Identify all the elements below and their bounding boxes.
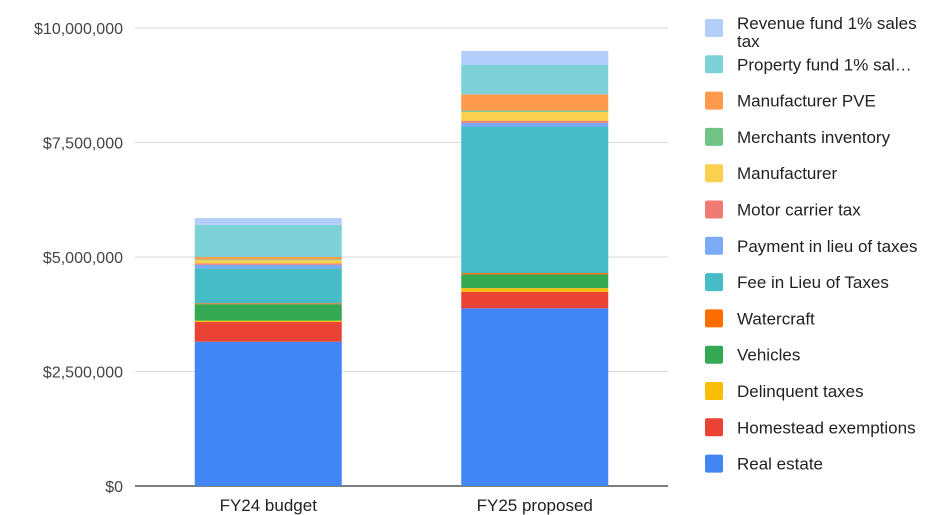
bar-segment-motor-carrier-tax[interactable] (194, 263, 342, 265)
legend-swatch (705, 418, 723, 437)
bars (194, 50, 609, 486)
legend-swatch (705, 309, 723, 328)
legend-item[interactable]: Motor carrier tax (705, 200, 861, 220)
bar-segment-property-fund-1-sal[interactable] (461, 64, 609, 95)
legend-swatch (705, 91, 723, 110)
bar-segment-merchants-inventory[interactable] (194, 259, 342, 261)
bar-segment-motor-carrier-tax[interactable] (461, 120, 609, 123)
x-axis-category-labels: FY24 budget FY25 proposed (220, 496, 593, 515)
bar-segment-delinquent-taxes[interactable] (194, 320, 342, 323)
legend-swatch (705, 200, 723, 219)
bar-segment-vehicles[interactable] (194, 304, 342, 321)
legend: Revenue fund 1% sales tax Property fund 1%… (705, 14, 917, 474)
legend-label: Manufacturer (737, 164, 837, 183)
bar-segment-homestead-exemptions[interactable] (194, 322, 342, 342)
bar-segment-fee-in-lieu-of-taxes[interactable] (194, 268, 342, 304)
legend-swatch (705, 19, 723, 37)
legend-item[interactable]: Vehicles (705, 345, 800, 365)
legend-swatch (705, 164, 723, 183)
legend-swatch (705, 454, 723, 473)
legend-label: Homestead exemptions (737, 418, 916, 437)
legend-label: Revenue fund 1% sales tax (737, 14, 917, 51)
bar-segment-fee-in-lieu-of-taxes[interactable] (461, 126, 609, 274)
legend-swatch (705, 55, 723, 74)
bar-segment-revenue-fund-1-sales-tax[interactable] (461, 50, 609, 65)
x-category-label: FY25 proposed (477, 496, 593, 515)
y-tick-label: $10,000,000 (34, 21, 123, 38)
legend-item[interactable]: Homestead exemptions (705, 418, 916, 437)
legend-swatch (705, 236, 723, 255)
bar-segment-merchants-inventory[interactable] (461, 110, 609, 112)
bar-segment-delinquent-taxes[interactable] (461, 288, 609, 292)
bar-segment-vehicles[interactable] (461, 274, 609, 289)
bar-segment-manufacturer-pve[interactable] (194, 257, 342, 260)
legend-label: Motor carrier tax (737, 201, 861, 220)
legend-label: Manufacturer PVE (737, 92, 876, 111)
legend-item[interactable]: Delinquent taxes (705, 382, 864, 401)
bar-segment-payment-in-lieu-of-taxes[interactable] (461, 122, 609, 127)
legend-item[interactable]: Payment in lieu of taxes (705, 236, 917, 256)
bar-segment-manufacturer[interactable] (194, 260, 342, 264)
legend-label: Watercraft (737, 309, 815, 328)
bar-segment-manufacturer-pve[interactable] (461, 94, 609, 111)
legend-item[interactable]: Watercraft (705, 309, 815, 328)
legend-label: Delinquent taxes (737, 382, 864, 401)
bar-segment-real-estate[interactable] (461, 308, 609, 486)
legend-swatch (705, 273, 723, 292)
y-tick-label: $5,000,000 (43, 250, 123, 267)
legend-label: Fee in Lieu of Taxes (737, 273, 889, 292)
legend-item[interactable]: Fee in Lieu of Taxes (705, 273, 889, 292)
bar-segment-homestead-exemptions[interactable] (461, 291, 609, 309)
x-category-label: FY24 budget (220, 496, 318, 515)
bar-segment-watercraft[interactable] (194, 303, 342, 305)
legend-swatch (705, 382, 723, 400)
y-tick-label: $0 (105, 479, 123, 496)
legend-label: Property fund 1% sal… (737, 55, 912, 74)
legend-label: Merchants inventory (737, 128, 891, 147)
legend-label: Vehicles (737, 346, 800, 365)
legend-item[interactable]: Real estate (705, 454, 823, 474)
y-axis-tick-labels: $0 $2,500,000 $5,000,000 $7,500,000 $10,000,… (34, 21, 123, 496)
legend-item[interactable]: Revenue fund 1% sales tax (705, 14, 917, 51)
legend-item[interactable]: Merchants inventory (705, 128, 891, 147)
legend-swatch (705, 345, 723, 364)
legend-item[interactable]: Manufacturer (705, 164, 837, 183)
bar-segment-real-estate[interactable] (194, 341, 342, 486)
legend-item[interactable]: Property fund 1% sal… (705, 55, 912, 74)
legend-label: Real estate (737, 455, 823, 474)
bar-segment-property-fund-1-sal[interactable] (194, 224, 342, 257)
bar-segment-manufacturer[interactable] (461, 111, 609, 121)
bar-segment-payment-in-lieu-of-taxes[interactable] (194, 264, 342, 269)
legend-label: Payment in lieu of taxes (737, 237, 917, 256)
legend-item[interactable]: Manufacturer PVE (705, 91, 876, 111)
bar-segment-revenue-fund-1-sales-tax[interactable] (194, 218, 342, 225)
y-tick-label: $2,500,000 (43, 365, 123, 382)
y-tick-label: $7,500,000 (43, 136, 123, 153)
bar-segment-watercraft[interactable] (461, 273, 609, 275)
legend-swatch (705, 127, 723, 146)
